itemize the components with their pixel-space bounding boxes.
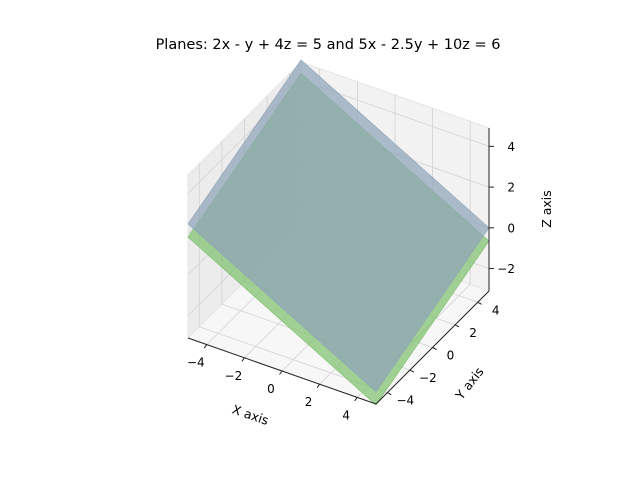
chart-title: Planes: 2x - y + 4z = 5 and 5x - 2.5y + … (156, 37, 501, 53)
z-axis-label: Z axis (539, 190, 554, 228)
y-tick-label: −4 (396, 394, 414, 408)
x-tick-mark (203, 344, 208, 349)
z-tick-label: 2 (507, 181, 515, 195)
x-tick-label: −2 (225, 369, 243, 383)
x-tick-mark (279, 370, 283, 375)
x-tick-mark (241, 357, 245, 362)
y-tick-mark (409, 369, 415, 373)
x-axis-label: X axis (230, 402, 270, 428)
x-tick-label: 4 (342, 408, 350, 422)
y-tick-mark (454, 324, 460, 328)
x-tick-label: 0 (267, 382, 275, 396)
x-tick-label: −4 (187, 356, 205, 370)
y-tick-label: 4 (492, 303, 500, 317)
y-tick-mark (387, 392, 392, 396)
y-tick-label: −2 (419, 371, 437, 385)
z-tick-label: 0 (507, 221, 515, 235)
y-tick-label: 2 (469, 326, 477, 340)
z-tick-label: 4 (507, 140, 515, 154)
x-tick-mark (354, 397, 358, 402)
y-axis-label: Y axis (452, 364, 487, 403)
x-tick-label: 2 (305, 395, 313, 409)
x-tick-mark (316, 383, 321, 388)
z-tick-label: −2 (497, 262, 515, 276)
y-tick-mark (432, 347, 437, 350)
y-tick-mark (477, 301, 482, 305)
y-tick-label: 0 (447, 349, 455, 363)
